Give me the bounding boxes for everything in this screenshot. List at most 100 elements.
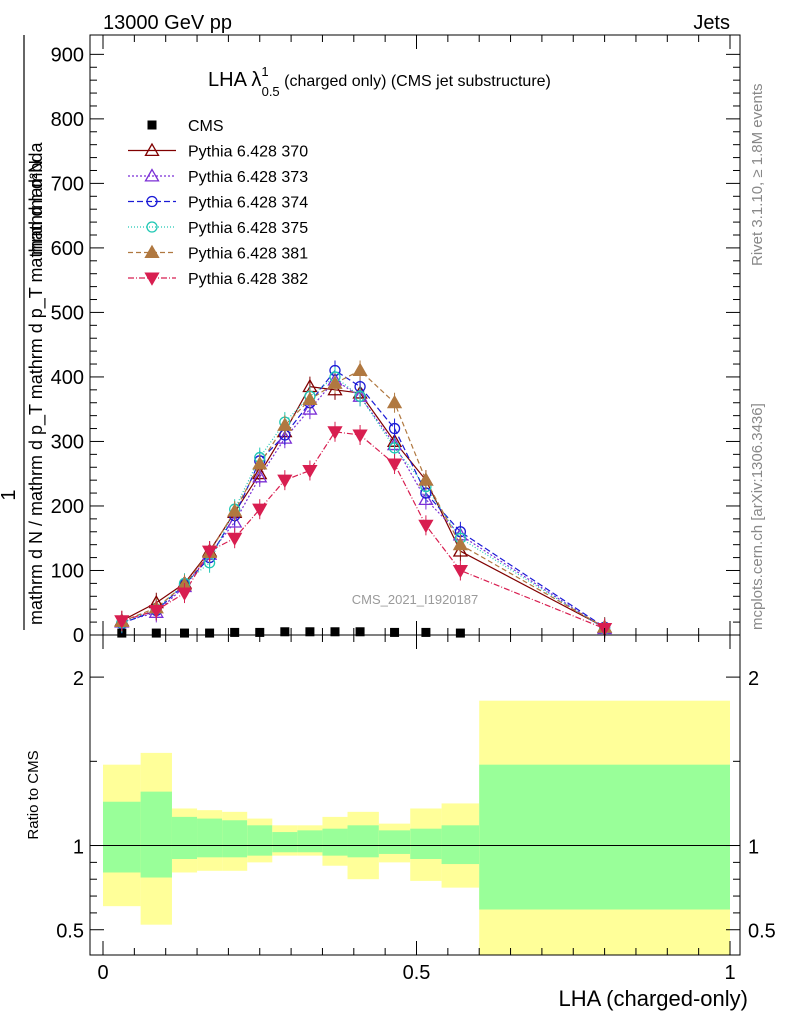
y-tick-label: 800 (51, 109, 84, 131)
data-point-6 (114, 615, 130, 629)
ratio-panel: 0.5 0.5 1 1 2 2 0 0.5 1 (56, 634, 776, 984)
data-point-6 (327, 426, 343, 440)
data-point-4 (388, 442, 401, 454)
data-point-0 (455, 628, 465, 638)
data-point-6 (252, 503, 268, 518)
legend-entry: Pythia 6.428 373 (188, 169, 308, 186)
y-axis-label: 1 mathrm d N / mathrm d p_T mathrm d p_T… (0, 35, 47, 630)
rivet-label: Rivet 3.1.10, ≥ 1.8M events (749, 84, 766, 267)
data-point-0 (355, 627, 365, 637)
data-point-6 (386, 458, 403, 472)
analysis-watermark: CMS_2021_I1920187 (352, 592, 479, 607)
data-point-0 (421, 627, 431, 637)
legend-entry: Pythia 6.428 374 (188, 195, 308, 212)
x-axis-label: LHA (charged-only) (558, 986, 748, 1011)
ratio-y-tick-label-right: 0.5 (748, 921, 776, 943)
series-line-5 (121, 369, 605, 628)
ratio-inner-band (479, 764, 730, 910)
ratio-y-tick-label: 0.5 (56, 921, 84, 943)
x-tick-label: 1 (724, 962, 735, 984)
data-point-5 (418, 472, 434, 486)
ratio-inner-band (297, 830, 323, 853)
data-point-6 (352, 429, 368, 443)
ratio-inner-band (441, 825, 480, 865)
data-point-5 (277, 417, 293, 431)
data-point-5 (227, 503, 243, 517)
ratio-inner-band (378, 830, 411, 854)
y-tick-label: 900 (51, 44, 84, 66)
legend-marker (144, 142, 160, 157)
y-tick-label: 0 (73, 625, 84, 647)
data-point-6 (452, 564, 469, 579)
data-point-2 (252, 469, 268, 483)
data-point-0 (180, 628, 190, 638)
data-point-6 (418, 519, 434, 534)
data-point-0 (280, 627, 290, 637)
data-point-5 (352, 362, 368, 377)
chart-title: LHA λ1 0.5 (charged only) (CMS jet substr… (208, 64, 551, 99)
data-point-0 (205, 628, 215, 638)
ratio-inner-band (197, 818, 223, 858)
data-point-2 (227, 514, 243, 528)
ratio-inner-band (272, 832, 298, 853)
header-left: 13000 GeV pp (103, 12, 232, 34)
y-tick-label: 600 (51, 238, 84, 260)
data-point-0 (230, 627, 240, 637)
chart-title-sub: 0.5 (262, 84, 280, 99)
data-point-1 (452, 543, 469, 557)
data-point-5 (252, 456, 268, 470)
ratio-y-tick-label: 1 (73, 837, 84, 859)
data-point-2 (418, 491, 434, 506)
header-right: Jets (693, 12, 730, 34)
chart-title-main: LHA λ (208, 69, 261, 91)
legend-marker (146, 221, 158, 233)
data-point-6 (201, 545, 218, 559)
data-point-5 (452, 536, 469, 551)
legend: CMS Pythia 6.428 370 Pythia 6.428 373 Pythi… (128, 118, 308, 288)
ratio-y-label: Ratio to CMS (25, 750, 42, 839)
data-point-2 (302, 401, 318, 415)
ratio-inner-band (140, 791, 172, 878)
data-point-6 (277, 474, 293, 488)
legend-entry: Pythia 6.428 382 (188, 271, 308, 288)
x-tick-label: 0 (97, 962, 108, 984)
data-point-6 (302, 464, 318, 479)
x-tick-label: 0.5 (403, 962, 431, 984)
legend-entry: Pythia 6.428 370 (188, 144, 308, 161)
ratio-inner-band (171, 816, 198, 859)
data-point-6 (176, 587, 193, 601)
legend-marker (144, 244, 160, 259)
y-tick-label: 300 (51, 431, 84, 453)
legend-marker (147, 120, 157, 130)
mcplots-label: mcplots.cern.ch [arXiv:1306.3436] (749, 403, 766, 630)
data-point-6 (148, 604, 164, 619)
data-point-3 (388, 422, 401, 435)
ratio-y-tick-label-right: 1 (748, 837, 759, 859)
legend-marker (144, 272, 160, 286)
y-tick-label: 700 (51, 173, 84, 195)
ratio-inner-band (347, 825, 379, 858)
data-point-5 (302, 391, 318, 406)
y-label-top: mathrm d²N (26, 160, 46, 255)
data-point-1 (327, 382, 343, 396)
data-point-0 (390, 627, 400, 637)
data-point-0 (330, 627, 340, 637)
series-line-4 (121, 376, 605, 630)
data-point-0 (151, 628, 161, 638)
data-point-5 (386, 394, 403, 409)
data-point-0 (305, 627, 315, 637)
ratio-inner-band (322, 828, 348, 856)
ratio-inner-band (247, 825, 273, 856)
data-point-4 (354, 390, 366, 402)
ratio-y-tick-label-right: 2 (748, 668, 759, 690)
chart-title-rest: (charged only) (CMS jet substructure) (280, 73, 551, 90)
legend-entry: Pythia 6.428 381 (188, 246, 308, 263)
y-tick-label: 400 (51, 367, 84, 389)
ratio-y-tick-label: 2 (73, 668, 84, 690)
legend-entry: CMS (188, 118, 224, 135)
data-point-5 (327, 375, 343, 389)
main-panel: 0 100 200 300 400 500 600 700 800 900 (51, 34, 741, 647)
y-label-numerator: 1 (0, 489, 20, 500)
y-tick-label: 500 (51, 302, 84, 324)
